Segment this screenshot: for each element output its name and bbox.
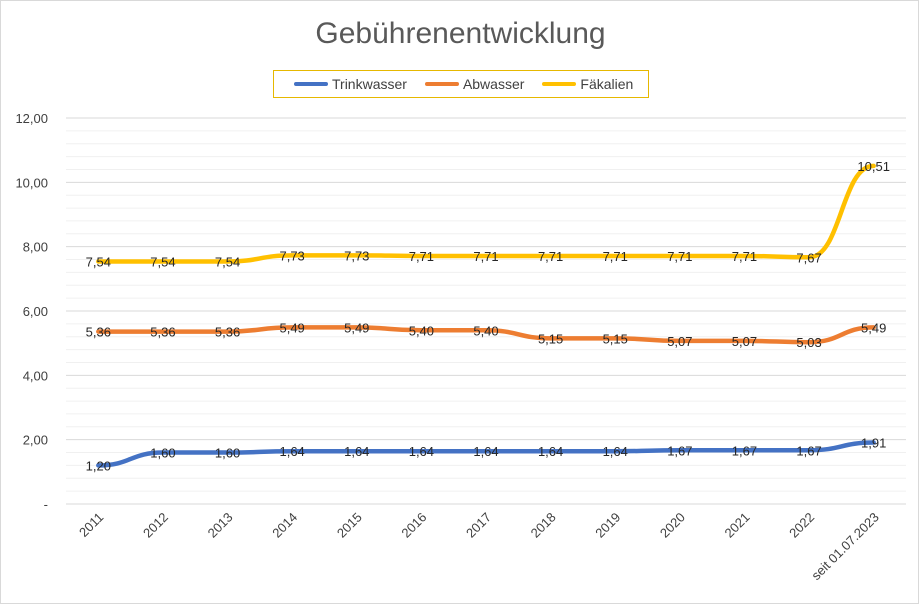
x-axis-ticks: 2011 2012 2013 2014 2015 2016 2017 2018 2019 2020… bbox=[76, 510, 882, 583]
data-label: 1,64 bbox=[473, 444, 498, 459]
data-label: 7,71 bbox=[667, 249, 692, 264]
x-tick-label: 2020 bbox=[657, 510, 688, 541]
legend: Trinkwasser Abwasser Fäkalien bbox=[273, 70, 649, 98]
x-tick-label: 2021 bbox=[722, 510, 753, 541]
data-label: 1,64 bbox=[279, 444, 304, 459]
data-label: 5,49 bbox=[861, 320, 886, 335]
x-tick-label: 2018 bbox=[528, 510, 559, 541]
y-axis-ticks: - 2,00 4,00 6,00 8,00 10,00 12,00 bbox=[15, 111, 48, 512]
x-tick-label: 2015 bbox=[334, 510, 365, 541]
data-label: 7,73 bbox=[279, 248, 304, 263]
x-tick-label: 2011 bbox=[76, 510, 106, 540]
data-label: 5,07 bbox=[732, 334, 757, 349]
x-tick-label: 2014 bbox=[269, 510, 300, 541]
data-label: 1,20 bbox=[86, 458, 111, 473]
legend-label-abwasser: Abwasser bbox=[462, 76, 525, 92]
data-label: 7,67 bbox=[796, 250, 821, 265]
y-tick-label: 8,00 bbox=[23, 240, 48, 255]
series-line-abwasser bbox=[96, 325, 876, 345]
x-tick-label: 2017 bbox=[463, 510, 494, 541]
data-label: 1,64 bbox=[603, 444, 628, 459]
x-tick-label: 2016 bbox=[398, 510, 429, 541]
data-label: 7,71 bbox=[538, 249, 563, 264]
legend-line-abwasser bbox=[424, 82, 459, 86]
series-line-fäkalien bbox=[96, 163, 876, 264]
data-label: 5,36 bbox=[150, 325, 175, 340]
y-tick-label: 10,00 bbox=[15, 175, 48, 190]
data-label: 1,67 bbox=[667, 443, 692, 458]
data-label: 5,15 bbox=[538, 331, 563, 346]
data-label: 5,36 bbox=[215, 325, 240, 340]
legend-item-faekalien: Fäkalien bbox=[542, 76, 633, 92]
data-label: 5,36 bbox=[86, 325, 111, 340]
y-tick-label: 12,00 bbox=[15, 111, 48, 126]
data-label: 5,49 bbox=[344, 320, 369, 335]
data-label: 7,71 bbox=[603, 249, 628, 264]
data-label: 5,40 bbox=[409, 323, 434, 338]
data-label: 1,67 bbox=[796, 443, 821, 458]
x-tick-label: 2019 bbox=[592, 510, 623, 541]
y-tick-label: 6,00 bbox=[23, 304, 48, 319]
x-tick-label: 2013 bbox=[205, 510, 236, 541]
data-label: 1,60 bbox=[150, 446, 175, 461]
legend-line-faekalien bbox=[542, 82, 577, 86]
x-tick-label: 2012 bbox=[140, 510, 171, 541]
data-label: 7,71 bbox=[473, 249, 498, 264]
data-label: 5,03 bbox=[796, 335, 821, 350]
data-label: 7,73 bbox=[344, 248, 369, 263]
data-label: 7,54 bbox=[150, 254, 175, 269]
y-tick-label: 4,00 bbox=[23, 368, 48, 383]
series-lines bbox=[96, 163, 876, 468]
data-label: 7,54 bbox=[86, 254, 111, 269]
chart-title: Gebührenentwicklung bbox=[315, 17, 606, 50]
y-tick-label: - bbox=[44, 497, 48, 512]
data-label: 1,67 bbox=[732, 443, 757, 458]
x-tick-label: seit 01.07.2023 bbox=[808, 510, 881, 583]
legend-item-abwasser: Abwasser bbox=[424, 76, 525, 92]
legend-label-trinkwasser: Trinkwasser bbox=[332, 76, 407, 92]
data-label: 1,64 bbox=[538, 444, 563, 459]
data-label: 7,71 bbox=[732, 249, 757, 264]
data-label: 10,51 bbox=[857, 159, 890, 174]
legend-label-faekalien: Fäkalien bbox=[580, 76, 634, 92]
data-label: 1,91 bbox=[861, 436, 886, 451]
data-label: 5,07 bbox=[667, 334, 692, 349]
data-label: 7,54 bbox=[215, 254, 240, 269]
series-line-trinkwasser bbox=[96, 440, 876, 468]
legend-line-trinkwasser bbox=[294, 82, 328, 86]
data-labels: 1,20 1,60 1,60 1,64 1,64 1,64 1,64 1,64 1,64 1,67… bbox=[86, 159, 890, 473]
data-label: 5,15 bbox=[603, 331, 628, 346]
x-tick-label: 2022 bbox=[786, 510, 817, 541]
data-label: 1,64 bbox=[344, 444, 369, 459]
y-tick-label: 2,00 bbox=[23, 433, 48, 448]
data-label: 1,64 bbox=[409, 444, 434, 459]
data-label: 5,40 bbox=[473, 323, 498, 338]
data-label: 5,49 bbox=[279, 320, 304, 335]
data-label: 1,60 bbox=[215, 446, 240, 461]
legend-item-trinkwasser: Trinkwasser bbox=[294, 76, 407, 92]
data-label: 7,71 bbox=[409, 249, 434, 264]
